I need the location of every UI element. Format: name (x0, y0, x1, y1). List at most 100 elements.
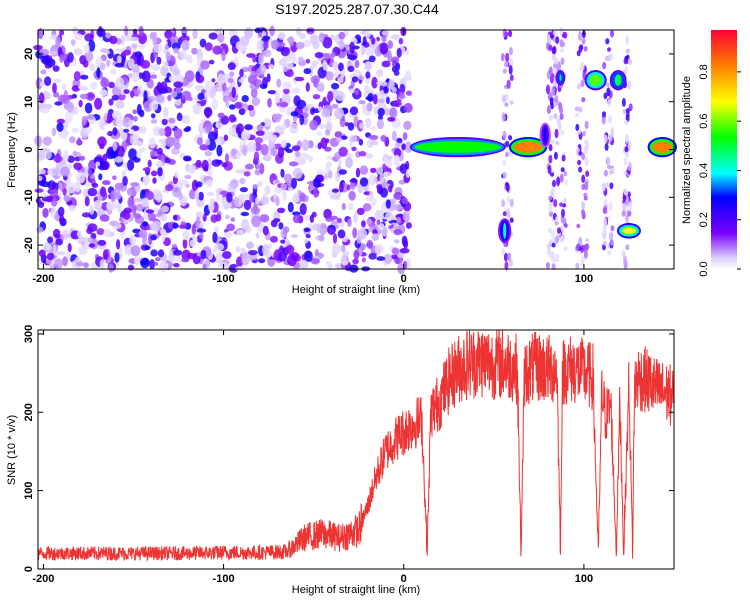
noise-cell (182, 54, 193, 61)
speckle-cell (502, 211, 507, 217)
noise-cell (280, 139, 287, 148)
noise-cell (271, 134, 278, 143)
noise-cell (285, 244, 295, 255)
speckle-cell (601, 182, 606, 192)
noise-cell (348, 88, 355, 94)
speckle-cell (625, 48, 630, 54)
snr-axes: -200 -100 0 100 0 100 200 300 (23, 325, 674, 585)
noise-cell (88, 243, 96, 248)
noise-cell (180, 114, 191, 125)
noise-cell (181, 249, 191, 261)
noise-cell (112, 127, 118, 136)
noise-cell (371, 233, 379, 241)
noise-cell (304, 250, 313, 262)
speckle-cell (581, 174, 586, 183)
speckle-cell (559, 106, 564, 115)
noise-cell (108, 263, 114, 273)
noise-cell (132, 109, 137, 115)
noise-cell (161, 118, 168, 126)
noise-cell (331, 82, 340, 90)
noise-cell (173, 128, 183, 139)
noise-cell (168, 75, 175, 82)
noise-cell (234, 102, 243, 109)
noise-cell (393, 69, 400, 76)
speckle-cell (548, 144, 553, 152)
noise-cell (255, 232, 260, 239)
noise-cell (156, 84, 165, 91)
speckle-cell (550, 172, 555, 177)
noise-cell (262, 35, 271, 41)
noise-cell (405, 70, 412, 79)
noise-cell (383, 154, 388, 163)
y-tick-label: 10 (23, 96, 35, 108)
noise-cell (331, 103, 339, 109)
noise-cell (361, 257, 366, 263)
speckle-cell (502, 130, 507, 140)
noise-cell (83, 188, 90, 199)
noise-cell (168, 117, 176, 125)
speckle-cell (556, 176, 561, 187)
noise-cell (170, 35, 179, 45)
noise-cell (205, 179, 213, 187)
noise-cell (360, 45, 366, 56)
speckle-cell (602, 206, 607, 215)
noise-cell (239, 194, 249, 200)
noise-cell (388, 79, 395, 90)
noise-cell (123, 89, 130, 94)
noise-cell (274, 179, 280, 184)
speckle-cell (546, 84, 550, 95)
noise-cell (358, 100, 366, 105)
noise-cell (228, 104, 236, 110)
speckle-cell (625, 108, 630, 114)
noise-cell (150, 119, 158, 124)
speckle-cell (576, 83, 581, 90)
noise-cell (80, 74, 89, 80)
noise-cell (127, 159, 135, 171)
speckle-cell (608, 201, 613, 211)
noise-cell (371, 76, 378, 89)
speckle-cell (502, 159, 507, 166)
noise-cell (359, 122, 365, 129)
x-tick-label: -100 (213, 573, 235, 585)
noise-cell (341, 260, 349, 266)
noise-cell (142, 221, 148, 227)
noise-cell (84, 196, 90, 207)
noise-cell (303, 68, 312, 75)
noise-cell (339, 117, 346, 128)
noise-cell (305, 234, 311, 239)
noise-cell (86, 114, 95, 120)
noise-cell (173, 81, 183, 88)
noise-cell (106, 201, 116, 211)
noise-cell (280, 168, 285, 178)
noise-cell (67, 205, 77, 212)
noise-cell (254, 169, 261, 176)
noise-cell (84, 33, 94, 42)
signal-core (652, 141, 672, 153)
speckle-cell (585, 170, 590, 177)
noise-cell (318, 32, 325, 43)
noise-cell (132, 228, 142, 234)
noise-cell (251, 87, 258, 99)
noise-cell (316, 83, 325, 93)
speckle-cell (549, 74, 554, 84)
speckle-cell (550, 34, 554, 39)
noise-cell (294, 76, 305, 82)
noise-cell (183, 155, 192, 161)
noise-cell (291, 145, 301, 152)
noise-cell (215, 252, 223, 264)
noise-cell (383, 171, 391, 177)
noise-cell (376, 119, 384, 130)
speckle-cell (557, 121, 562, 131)
noise-cell (368, 135, 378, 140)
speckle-cell (605, 182, 610, 188)
noise-cell (191, 47, 198, 55)
noise-cell (376, 184, 383, 190)
noise-cell (130, 90, 135, 98)
noise-cell (84, 165, 89, 176)
noise-cell (318, 123, 326, 129)
noise-cell (359, 165, 369, 175)
noise-cell (157, 249, 165, 258)
colorbar-tick-label: 0.4 (698, 163, 710, 178)
noise-cell (175, 254, 184, 263)
speckle-cell (610, 225, 615, 232)
